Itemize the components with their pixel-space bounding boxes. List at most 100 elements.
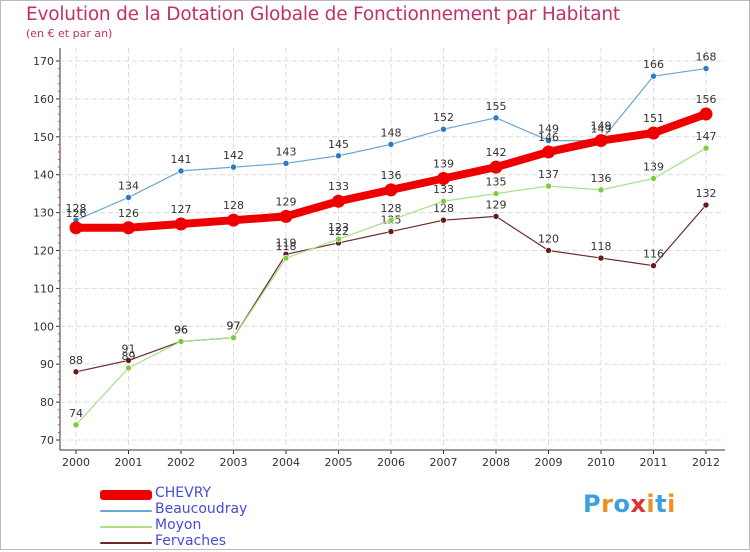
data-point-fervaches [125,357,132,364]
data-label-beaucoudray: 149 [538,123,559,136]
x-tick-label: 2002 [167,456,195,469]
y-tick-label: 90 [40,358,54,371]
data-label-moyon: 139 [643,160,664,173]
data-point-beaucoudray [230,163,237,171]
data-point-beaucoudray [492,114,500,122]
data-point-beaucoudray [335,152,342,160]
data-point-moyon [702,144,710,152]
data-label-fervaches: 129 [486,198,507,211]
data-point-beaucoudray [545,137,552,144]
data-point-moyon [440,197,447,205]
data-label-moyon: 97 [227,320,241,333]
data-point-chevry [647,126,660,140]
x-tick-label: 2005 [325,456,353,469]
legend-swatch-moyon [100,526,152,528]
data-label-fervaches: 120 [538,233,559,246]
legend-item-moyon: Moyon [100,517,360,536]
data-point-chevry [69,221,83,235]
data-label-chevry: 139 [433,157,454,170]
data-point-moyon [125,364,132,372]
data-label-chevry: 126 [118,207,139,220]
data-label-beaucoudray: 149 [591,123,612,136]
x-tick-label: 2009 [535,456,563,469]
data-label-chevry: 126 [66,207,87,220]
data-point-moyon [597,186,605,194]
data-point-chevry [594,134,608,148]
data-label-beaucoudray: 134 [118,179,139,192]
x-tick-label: 2000 [62,456,90,469]
data-point-moyon [230,334,237,341]
data-label-chevry: 128 [223,199,244,212]
data-label-beaucoudray: 143 [276,145,297,158]
data-point-moyon [650,175,657,182]
data-label-beaucoudray: 168 [696,51,717,64]
data-point-beaucoudray [125,194,132,201]
legend-label-chevry: CHEVRY [155,485,212,501]
x-tick-label: 2007 [430,456,458,469]
x-tick-label: 2003 [220,456,248,469]
data-label-moyon: 135 [486,176,507,189]
data-point-fervaches [387,228,395,235]
chart-subtitle: (en € et par an) [26,27,113,40]
data-label-moyon: 133 [433,183,454,196]
data-point-fervaches [597,254,605,262]
data-point-beaucoudray [282,160,290,167]
data-point-fervaches [545,247,552,254]
data-label-fervaches: 116 [643,248,664,261]
y-tick-label: 150 [33,131,54,144]
data-point-fervaches [702,201,710,209]
data-point-fervaches [440,216,447,224]
data-point-chevry [542,145,555,159]
legend-swatch-chevry [100,490,152,500]
data-point-chevry [332,194,345,208]
logo-letter: x [630,490,647,518]
data-label-chevry: 146 [538,131,559,144]
y-tick-label: 70 [40,434,54,447]
y-tick-label: 160 [33,93,54,106]
legend-label-fervaches: Fervaches [155,533,226,549]
data-point-moyon [545,182,552,190]
x-tick-label: 2004 [272,456,300,469]
logo-letter: o [613,490,631,518]
x-tick-label: 2010 [587,456,615,469]
data-point-moyon [335,235,342,243]
y-tick-label: 140 [33,169,54,182]
legend-label-beaucoudray: Beaucoudray [155,501,248,517]
y-tick-label: 80 [40,396,54,409]
data-label-fervaches: 119 [276,236,297,249]
legend-item-beaucoudray: Beaucoudray [100,501,360,520]
logo-letter: P [583,490,602,518]
data-label-beaucoudray: 142 [223,149,244,162]
data-point-chevry [384,183,398,197]
data-label-chevry: 151 [643,112,664,125]
data-label-beaucoudray: 152 [433,111,454,124]
y-tick-label: 110 [33,282,54,295]
data-label-chevry: 142 [486,146,507,159]
x-tick-label: 2008 [482,456,510,469]
logo-letter: i [667,490,676,518]
data-point-fervaches [492,213,500,220]
data-label-chevry: 149 [591,120,612,133]
data-point-chevry [699,107,713,121]
data-point-fervaches [72,368,80,376]
data-label-fervaches: 88 [69,354,83,367]
legend-swatch-fervaches [100,542,152,544]
data-label-beaucoudray: 145 [328,138,349,151]
data-point-moyon [387,216,395,224]
data-label-moyon: 137 [538,168,559,181]
y-tick-label: 130 [33,207,54,220]
y-tick-label: 120 [33,245,54,258]
data-label-chevry: 156 [696,93,717,106]
data-label-beaucoudray: 148 [381,126,402,139]
x-tick-label: 2012 [692,456,720,469]
data-label-moyon: 128 [381,202,402,215]
data-point-moyon [492,190,500,197]
data-point-chevry [122,221,135,235]
data-point-beaucoudray [440,125,447,133]
x-tick-label: 2011 [640,456,668,469]
data-point-chevry [437,171,450,185]
data-label-moyon: 89 [122,350,136,363]
data-label-moyon: 74 [69,407,83,420]
chart-title: Evolution de la Dotation Globale de Fonc… [26,4,620,25]
